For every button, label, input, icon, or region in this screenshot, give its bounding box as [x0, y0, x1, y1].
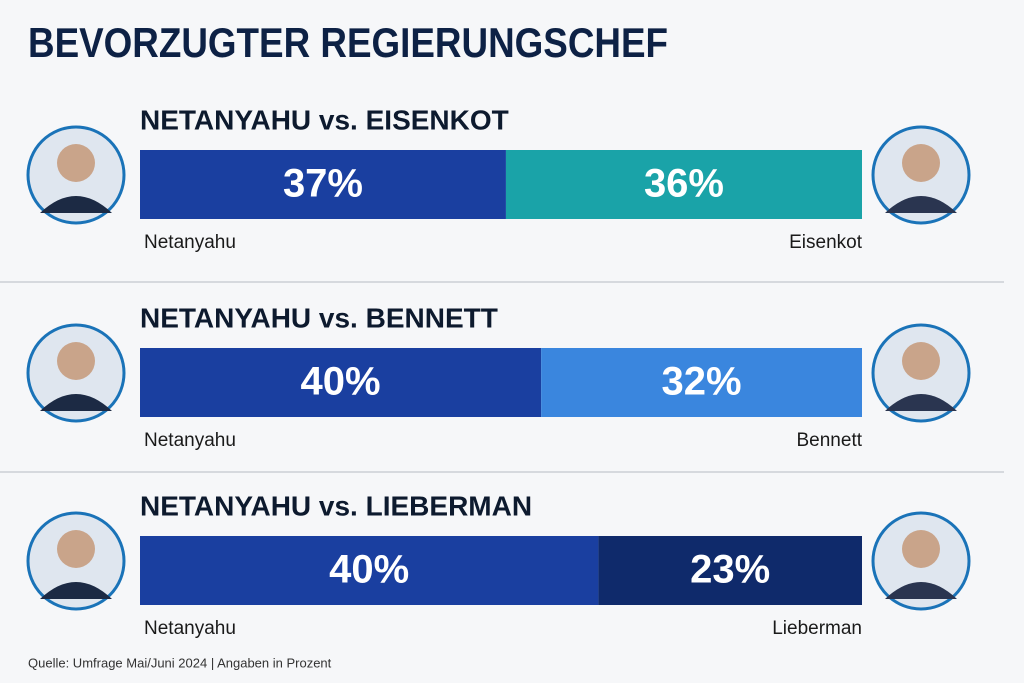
bar-segment — [541, 348, 862, 417]
portrait-head — [902, 144, 940, 182]
value-label: 36% — [644, 162, 724, 206]
portrait-body — [885, 394, 957, 411]
legend-name: Eisenkot — [789, 232, 863, 253]
bar-segment — [505, 150, 862, 219]
page-title: BEVORZUGTER REGIERUNGSCHEF — [28, 19, 668, 66]
source-note: Quelle: Umfrage Mai/Juni 2024 | Angaben … — [28, 655, 332, 670]
portrait-head — [57, 530, 95, 568]
value-label: 40% — [329, 548, 409, 592]
portrait-body — [40, 196, 112, 213]
portrait-head — [902, 342, 940, 380]
value-label: 37% — [283, 162, 363, 206]
portrait-head — [57, 342, 95, 380]
value-label: 40% — [301, 360, 381, 404]
portrait-head — [57, 144, 95, 182]
bar-segment — [598, 536, 862, 605]
portrait-body — [40, 394, 112, 411]
value-label: 32% — [662, 360, 742, 404]
legend-name: Netanyahu — [144, 618, 236, 639]
legend-name: Lieberman — [772, 618, 862, 639]
chart-subtitle: NETANYAHU vs. BENNETT — [140, 302, 498, 333]
portrait-head — [902, 530, 940, 568]
value-label: 23% — [690, 548, 770, 592]
portrait-body — [40, 582, 112, 599]
portrait-body — [885, 196, 957, 213]
legend-name: Netanyahu — [144, 430, 236, 451]
chart-subtitle: NETANYAHU vs. EISENKOT — [140, 104, 509, 135]
legend-name: Netanyahu — [144, 232, 236, 253]
chart-subtitle: NETANYAHU vs. LIEBERMAN — [140, 490, 532, 521]
bar-segment — [140, 348, 542, 417]
legend-name: Bennett — [797, 430, 863, 451]
portrait-body — [885, 582, 957, 599]
bar-segment — [140, 150, 506, 219]
bar-segment — [140, 536, 599, 605]
